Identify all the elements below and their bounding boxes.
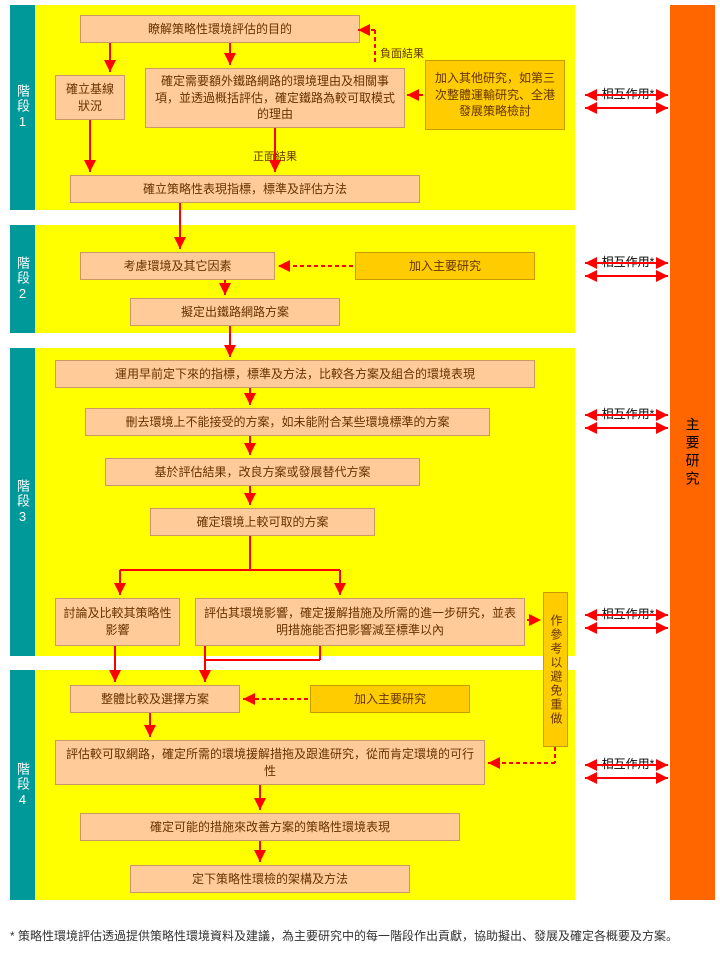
node-add-main-2: 加入主要研究 (310, 685, 470, 713)
node-indicators: 確立策略性表現指標，標準及評估方法 (70, 175, 420, 203)
node-compare-env: 運用早前定下來的指標，標準及方法，比較各方案及組合的環境表現 (55, 360, 535, 388)
stage-3-label: 階段3 (10, 348, 35, 656)
interaction-1: 相互作用* (588, 85, 668, 102)
flowchart-canvas: 階段1 階段2 階段3 階段4 主要研究 相互作用* 相互作用* 相互作用* 相… (0, 0, 720, 955)
label-positive: 正面結果 (253, 148, 297, 164)
node-ref-avoid: 作參考以避免重做 (543, 592, 568, 747)
stage-1-label: 階段1 (10, 5, 35, 210)
interaction-3: 相互作用* (588, 405, 668, 422)
node-baseline: 確立基線狀況 (55, 75, 125, 120)
interaction-4: 相互作用* (588, 605, 668, 622)
node-rail-reason: 確定需要額外鐵路網路的環境理由及相關事項，並透過概括評估，確定鐵路為較可取模式的… (145, 68, 405, 128)
node-framework: 定下策略性環檢的架構及方法 (130, 865, 410, 893)
node-overall-compare: 整體比較及選擇方案 (70, 685, 240, 713)
interaction-2: 相互作用* (588, 253, 668, 270)
stage-2-label: 階段2 (10, 225, 35, 333)
node-remove-unacceptable: 刪去環境上不能接受的方案，如未能附合某些環境標準的方案 (85, 408, 490, 436)
interaction-5: 相互作用* (588, 755, 668, 772)
node-improve-options: 基於評估結果，改良方案或發展替代方案 (105, 458, 420, 486)
node-preferred-env: 確定環境上較可取的方案 (150, 508, 375, 536)
node-rail-options: 擬定出鐵路網路方案 (130, 298, 340, 326)
node-other-research: 加入其他研究，如第三次整體運輸研究、全港發展策略檢討 (425, 60, 565, 130)
node-env-factors: 考慮環境及其它因素 (80, 252, 275, 280)
node-possible-measures: 確定可能的措施來改善方案的策略性環境表現 (80, 813, 460, 841)
node-purpose: 瞭解策略性環境評估的目的 (80, 15, 360, 43)
stage-4-label: 階段4 (10, 670, 35, 900)
label-negative: 負面結果 (380, 45, 424, 61)
node-assess-network: 評估較可取網路，確定所需的環境援解措拖及跟進研究，從而肯定環境的可行性 (55, 740, 485, 785)
footnote: * 策略性環境評估透過提供策略性環境資料及建議，為主要研究中的每一階段作出貢獻，… (10, 927, 710, 945)
node-assess-impact: 評估其環境影響，確定援解措施及所需的進一步研究，並表明措施能否把影響減至標準以內 (195, 598, 525, 646)
node-discuss-strategic: 討論及比較其策略性影響 (55, 598, 180, 646)
main-research-sidebar: 主要研究 (670, 5, 715, 900)
node-add-main-1: 加入主要研究 (355, 252, 535, 280)
